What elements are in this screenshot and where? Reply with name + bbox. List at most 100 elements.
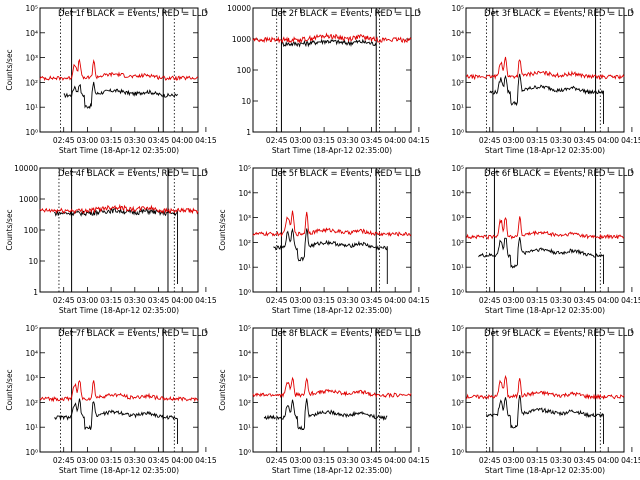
y-axis-label: Counts/sec [218, 209, 227, 250]
x-tick-label: 03:30 [337, 136, 359, 145]
events-series-line [486, 395, 604, 444]
y-tick-label: 10000 [227, 4, 251, 13]
chart-panel: Det 7f BLACK = Events, RED = LLD 10⁰ 10¹ 10… [5, 324, 217, 475]
x-axis-label: Start Time (18-Apr-12 02:35:00) [272, 466, 392, 475]
plot-frame [465, 327, 625, 453]
plot-frame [465, 167, 625, 293]
x-tick-label: 03:30 [550, 136, 572, 145]
x-tick-label: 03:45 [148, 136, 170, 145]
plot-frame [252, 327, 412, 453]
x-tick-label: 03:45 [148, 296, 170, 305]
chart-panel: Det 1f BLACK = Events, RED = LLD 10⁰ 10¹ 10… [5, 4, 217, 155]
events-series-line [280, 38, 377, 48]
x-tick-label: 04:15 [408, 296, 430, 305]
x-tick-label: 03:00 [503, 296, 525, 305]
y-tick-label: 10² [25, 78, 38, 87]
x-tick-label: 02:45 [266, 456, 288, 465]
x-tick-label: 03:30 [124, 136, 146, 145]
y-tick-label: 10 [241, 97, 251, 106]
y-tick-label: 10⁰ [238, 288, 251, 297]
y-tick-label: 10⁴ [451, 349, 464, 358]
x-tick-label: 02:45 [53, 296, 75, 305]
x-tick-label: 02:45 [53, 136, 75, 145]
y-tick-label: 100 [24, 226, 39, 235]
x-axis-label: Start Time (18-Apr-12 02:35:00) [485, 466, 605, 475]
x-tick-label: 04:00 [384, 456, 406, 465]
x-tick-label: 03:15 [526, 456, 548, 465]
y-tick-label: 10³ [25, 54, 38, 63]
y-tick-label: 1000 [19, 195, 38, 204]
y-axis-label: Counts/sec [5, 49, 14, 90]
plot-frame [465, 7, 625, 133]
x-axis-label: Start Time (18-Apr-12 02:35:00) [485, 306, 605, 315]
chart-title: Det 9f BLACK = Events, RED = LLD [484, 329, 634, 339]
y-tick-label: 10² [25, 398, 38, 407]
x-tick-label: 03:00 [290, 456, 312, 465]
y-tick-label: 10⁰ [451, 128, 464, 137]
y-tick-label: 10⁰ [25, 448, 38, 457]
y-tick-label: 10¹ [25, 103, 38, 112]
y-tick-label: 10⁵ [25, 324, 38, 333]
y-tick-label: 1 [246, 128, 251, 137]
y-tick-label: 10¹ [451, 263, 464, 272]
events-series-line [54, 207, 178, 284]
chart-title: Det 4f BLACK = Events, RED = LLD [58, 169, 208, 179]
y-tick-label: 100 [237, 66, 252, 75]
y-tick-label: 10⁴ [238, 349, 251, 358]
chart-panel: Det 5f BLACK = Events, RED = LLD 10⁰ 10¹ 10… [218, 164, 430, 315]
x-axis-label: Start Time (18-Apr-12 02:35:00) [59, 306, 179, 315]
chart-panel: Det 4f BLACK = Events, RED = LLD 1 10 100 10… [5, 164, 217, 315]
events-series-line [63, 81, 178, 110]
y-axis-label: Counts/sec [5, 209, 14, 250]
y-tick-label: 10000 [14, 164, 38, 173]
y-tick-label: 10¹ [451, 423, 464, 432]
x-tick-label: 03:00 [290, 296, 312, 305]
lld-series-line [39, 380, 199, 403]
y-tick-label: 10³ [238, 214, 251, 223]
x-tick-label: 03:30 [550, 296, 572, 305]
x-tick-label: 03:30 [124, 296, 146, 305]
x-tick-label: 04:00 [171, 136, 193, 145]
x-axis-label: Start Time (18-Apr-12 02:35:00) [485, 146, 605, 155]
y-tick-label: 10⁵ [238, 164, 251, 173]
x-tick-label: 04:15 [408, 136, 430, 145]
y-tick-label: 1 [33, 288, 38, 297]
y-tick-label: 10⁵ [238, 324, 251, 333]
x-tick-label: 03:30 [337, 296, 359, 305]
x-tick-label: 04:00 [171, 456, 193, 465]
y-tick-label: 10¹ [25, 423, 38, 432]
x-tick-label: 04:00 [597, 456, 619, 465]
chart-title: Det 5f BLACK = Events, RED = LLD [271, 169, 421, 179]
x-tick-label: 03:45 [148, 456, 170, 465]
y-tick-label: 10² [451, 78, 464, 87]
x-tick-label: 02:45 [53, 456, 75, 465]
y-tick-label: 10³ [451, 374, 464, 383]
events-series-line [53, 398, 178, 444]
x-tick-label: 04:15 [195, 456, 217, 465]
y-tick-label: 10³ [238, 374, 251, 383]
y-tick-label: 10⁰ [451, 448, 464, 457]
x-tick-label: 04:00 [597, 136, 619, 145]
events-series-line [273, 227, 388, 284]
y-tick-label: 1000 [232, 35, 251, 44]
y-tick-label: 10² [238, 238, 251, 247]
lld-series-line [465, 56, 625, 81]
chart-title: Det 1f BLACK = Events, RED = LLD [58, 9, 208, 19]
x-tick-label: 04:15 [195, 296, 217, 305]
y-axis-label: Counts/sec [5, 369, 14, 410]
x-tick-label: 02:45 [479, 296, 501, 305]
x-tick-label: 04:15 [621, 296, 640, 305]
events-series-line [263, 398, 388, 431]
x-tick-label: 04:00 [597, 296, 619, 305]
y-tick-label: 10¹ [451, 103, 464, 112]
x-axis-label: Start Time (18-Apr-12 02:35:00) [272, 306, 392, 315]
chart-panel: Det 3f BLACK = Events, RED = LLD 10⁰ 10¹ 10… [451, 4, 640, 155]
x-tick-label: 03:15 [100, 456, 122, 465]
x-tick-label: 03:45 [574, 136, 596, 145]
y-tick-label: 10⁵ [451, 324, 464, 333]
x-tick-label: 04:00 [384, 136, 406, 145]
x-tick-label: 04:15 [408, 456, 430, 465]
x-tick-label: 04:00 [171, 296, 193, 305]
x-tick-label: 02:45 [479, 456, 501, 465]
